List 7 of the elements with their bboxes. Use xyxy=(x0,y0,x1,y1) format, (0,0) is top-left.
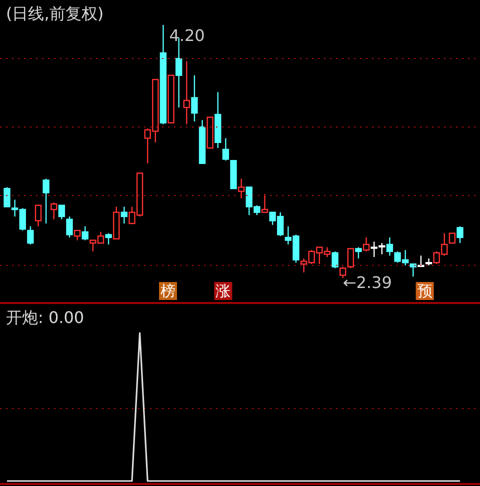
annotation: ←2.39 xyxy=(342,273,392,292)
text: 涨 xyxy=(216,282,231,300)
chart-title: 开炮: 0.00 xyxy=(6,308,84,327)
annotation: 4.20 xyxy=(169,26,205,45)
text: 榜 xyxy=(160,282,176,300)
text: 预 xyxy=(417,282,432,300)
chart-title: (日线,前复权) xyxy=(6,4,104,23)
